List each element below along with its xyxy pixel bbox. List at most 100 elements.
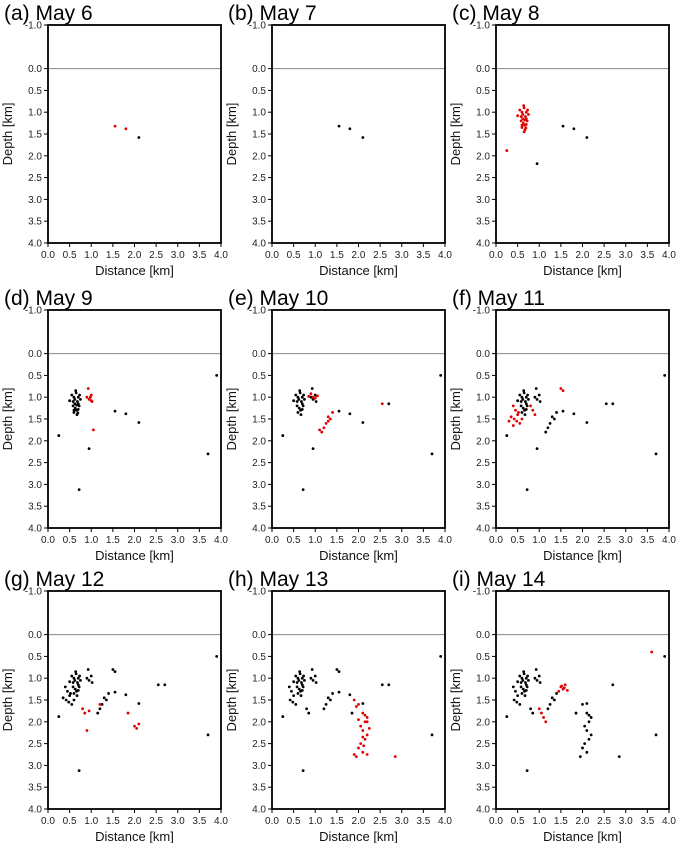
event-point-red (361, 750, 365, 754)
event-point-black (61, 696, 65, 700)
y-tick-label: -1.0 (25, 21, 43, 32)
event-point-red (565, 689, 569, 692)
y-tick-label: 2.5 (28, 739, 42, 750)
event-point-red (519, 115, 523, 118)
event-point-red (357, 702, 360, 706)
event-point-black (303, 678, 306, 682)
event-point-red (511, 404, 515, 408)
y-axis-label: Depth [km] (0, 103, 15, 166)
event-point-black (520, 692, 524, 695)
y-tick-label: 2.0 (252, 436, 266, 447)
event-point-black (79, 397, 82, 401)
event-point-black (76, 689, 80, 692)
y-tick-label: 4.0 (28, 524, 42, 535)
event-point-red (135, 726, 139, 730)
event-point-black (100, 702, 104, 706)
event-point-black (113, 409, 117, 413)
event-point-black (98, 707, 102, 711)
event-point-red (83, 711, 87, 715)
event-point-red (520, 110, 524, 114)
event-point-black (529, 707, 532, 711)
event-point-black (301, 404, 305, 408)
y-tick-label: 1.0 (28, 393, 42, 404)
event-point-black (300, 400, 303, 403)
x-tick-label: 1.5 (330, 535, 344, 546)
event-point-black (611, 402, 615, 406)
event-point-black (74, 389, 78, 393)
event-point-black (291, 700, 295, 704)
event-point-black (617, 755, 621, 759)
y-tick-label: 1.5 (28, 696, 42, 707)
event-point-black (524, 689, 528, 692)
event-point-black (281, 715, 285, 718)
event-point-red (505, 149, 509, 152)
event-point-red (523, 118, 526, 122)
x-tick-label: 2.5 (149, 535, 163, 546)
event-point-black (516, 399, 520, 403)
x-axis-label: Distance [km] (95, 548, 174, 563)
event-point-red (521, 121, 525, 125)
event-point-black (300, 408, 304, 411)
event-point-red (529, 404, 532, 408)
x-tick-label: 1.5 (106, 535, 120, 546)
event-point-red (367, 726, 371, 730)
panel-title: (h) May 13 (228, 568, 328, 591)
x-tick-label: 3.5 (640, 250, 654, 261)
event-point-black (518, 674, 522, 678)
event-point-black (348, 693, 352, 697)
y-tick-label: 0.5 (476, 652, 490, 663)
event-point-red (86, 387, 90, 390)
y-tick-label: 4.0 (476, 524, 490, 535)
event-point-black (505, 715, 509, 718)
y-tick-label: 3.0 (252, 195, 266, 206)
x-tick-label: 3.5 (416, 535, 430, 546)
event-point-black (544, 430, 548, 434)
x-tick-label: 0.5 (511, 535, 525, 546)
x-tick-label: 1.5 (330, 250, 344, 261)
event-point-black (585, 729, 589, 732)
event-point-black (526, 393, 529, 397)
x-tick-label: 2.0 (352, 535, 366, 546)
event-point-black (581, 746, 584, 750)
event-point-red (326, 415, 330, 419)
x-tick-label: 4.0 (662, 535, 676, 546)
y-tick-label: 3.0 (252, 480, 266, 491)
event-point-red (520, 123, 524, 127)
panel-title: (i) May 14 (452, 568, 546, 591)
event-point-black (314, 400, 318, 403)
x-tick-label: 2.0 (128, 535, 142, 546)
x-tick-label: 3.0 (395, 250, 409, 261)
event-point-black (519, 404, 523, 408)
event-point-red (322, 426, 326, 430)
event-point-black (525, 488, 529, 492)
event-point-black (68, 399, 72, 403)
event-point-black (505, 434, 509, 437)
event-point-black (206, 452, 210, 456)
event-point-red (520, 417, 524, 421)
event-point-black (73, 406, 77, 410)
y-tick-label: 4.0 (476, 239, 490, 250)
event-point-black (295, 404, 299, 408)
x-tick-label: 0.5 (287, 535, 301, 546)
event-point-black (587, 737, 591, 741)
event-point-black (301, 488, 305, 492)
event-point-red (352, 753, 356, 756)
y-tick-label: 1.0 (476, 108, 490, 119)
event-point-black (535, 162, 539, 166)
y-tick-label: 0.0 (476, 349, 490, 360)
event-point-black (292, 399, 296, 403)
event-point-black (311, 397, 315, 401)
event-point-black (524, 408, 528, 411)
x-tick-label: 2.0 (576, 816, 590, 827)
event-point-black (524, 402, 528, 406)
x-tick-label: 3.0 (171, 816, 185, 827)
event-point-black (331, 692, 334, 695)
event-point-black (281, 434, 285, 437)
y-tick-label: 3.5 (252, 502, 266, 513)
event-point-black (296, 395, 300, 399)
event-point-black (380, 683, 384, 687)
event-point-black (77, 404, 81, 408)
event-point-red (521, 112, 525, 116)
event-point-black (561, 124, 565, 128)
y-tick-label: 2.0 (252, 151, 266, 162)
